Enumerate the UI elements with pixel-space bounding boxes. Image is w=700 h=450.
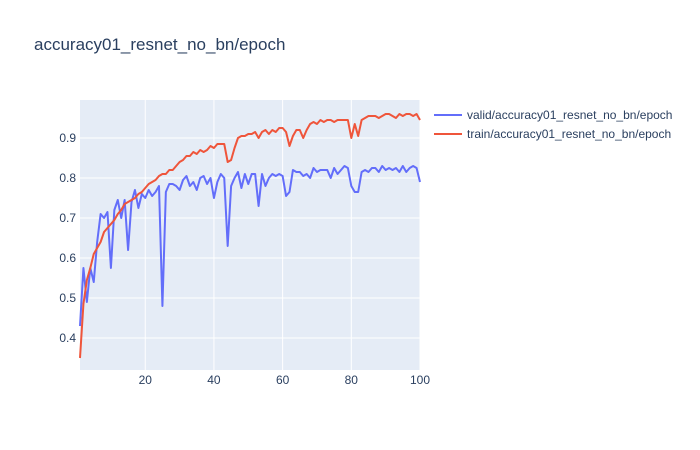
- x-tick-label: 100: [410, 373, 430, 387]
- x-tick-label: 60: [276, 373, 290, 387]
- x-tick-label: 40: [207, 373, 221, 387]
- series-lines: [79, 113, 421, 359]
- y-tick-label: 0.9: [59, 131, 76, 145]
- legend-label: valid/accuracy01_resnet_no_bn/epoch: [467, 108, 672, 122]
- y-tick-label: 0.8: [59, 171, 76, 185]
- y-tick-label: 0.6: [59, 251, 76, 265]
- y-tick-label: 0.7: [59, 211, 76, 225]
- x-axis: 20 40 60 80 100: [139, 373, 431, 387]
- plot-area: [80, 100, 420, 370]
- grid: [80, 100, 421, 370]
- y-tick-label: 0.4: [59, 331, 76, 345]
- series-line-valid: [79, 165, 421, 327]
- chart-title: accuracy01_resnet_no_bn/epoch: [34, 35, 285, 54]
- x-tick-label: 80: [345, 373, 359, 387]
- legend-item-valid[interactable]: valid/accuracy01_resnet_no_bn/epoch: [434, 108, 672, 122]
- y-axis: 0.4 0.5 0.6 0.7 0.8 0.9: [59, 131, 76, 345]
- legend[interactable]: valid/accuracy01_resnet_no_bn/epochtrain…: [434, 108, 672, 141]
- series-line-train: [79, 113, 421, 359]
- y-tick-label: 0.5: [59, 291, 76, 305]
- legend-item-train[interactable]: train/accuracy01_resnet_no_bn/epoch: [434, 127, 671, 141]
- legend-label: train/accuracy01_resnet_no_bn/epoch: [467, 127, 671, 141]
- x-tick-label: 20: [139, 373, 153, 387]
